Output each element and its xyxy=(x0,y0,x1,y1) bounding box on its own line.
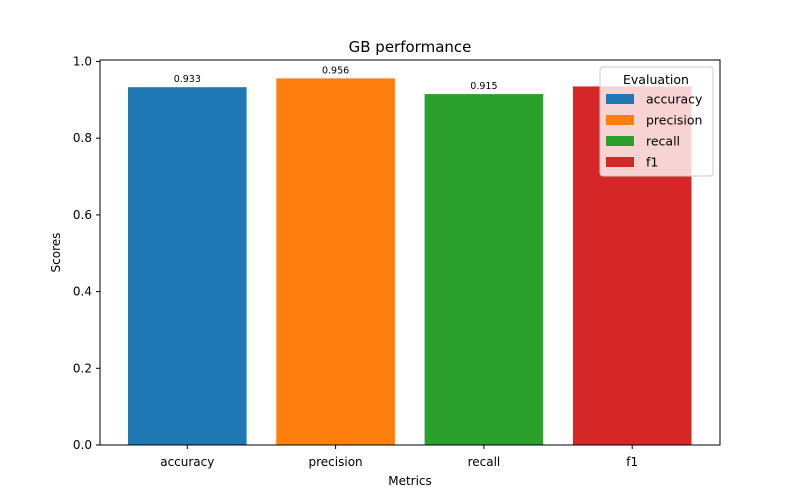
legend-swatch-precision xyxy=(606,115,634,125)
plot-frame xyxy=(99,59,721,446)
chart-title: GB performance xyxy=(349,38,472,56)
x-tick-label-recall: recall xyxy=(468,455,501,469)
legend-title: Evaluation xyxy=(623,72,689,87)
legend-swatch-accuracy xyxy=(606,94,634,104)
data-labels-group: 0.933 0.956 0.915 xyxy=(174,65,498,92)
y-tick-label: 0.4 xyxy=(73,285,92,299)
bar-precision xyxy=(276,78,395,446)
x-tick-label-accuracy: accuracy xyxy=(160,455,214,469)
y-tick-label: 0.0 xyxy=(73,438,92,452)
legend-label-precision: precision xyxy=(646,113,702,128)
y-tick-label: 1.0 xyxy=(73,55,92,69)
legend: Evaluation accuracy precision recall f1 xyxy=(599,66,714,177)
x-axis-label: Metrics xyxy=(388,474,432,488)
x-axis: accuracy precision recall f1 xyxy=(160,445,638,469)
legend-swatch-f1 xyxy=(606,157,634,167)
legend-label-f1: f1 xyxy=(646,155,658,170)
y-tick-label: 0.8 xyxy=(73,131,92,145)
x-tick-label-f1: f1 xyxy=(626,455,638,469)
legend-label-accuracy: accuracy xyxy=(646,92,703,107)
data-label-accuracy: 0.933 xyxy=(174,74,201,85)
data-label-precision: 0.956 xyxy=(322,65,349,76)
y-axis-label: Scores xyxy=(49,233,63,273)
bar-accuracy xyxy=(128,87,247,445)
bar-recall xyxy=(424,94,544,445)
y-tick-label: 0.2 xyxy=(73,361,92,375)
data-label-recall: 0.915 xyxy=(470,81,497,92)
y-axis: 0.0 0.2 0.4 0.6 0.8 1.0 xyxy=(73,55,100,452)
legend-label-recall: recall xyxy=(646,134,680,149)
bars-group xyxy=(128,78,692,446)
y-tick-label: 0.6 xyxy=(73,208,92,222)
legend-entries: accuracy precision recall f1 xyxy=(606,92,703,170)
x-tick-label-precision: precision xyxy=(309,455,363,469)
legend-swatch-recall xyxy=(606,136,634,146)
